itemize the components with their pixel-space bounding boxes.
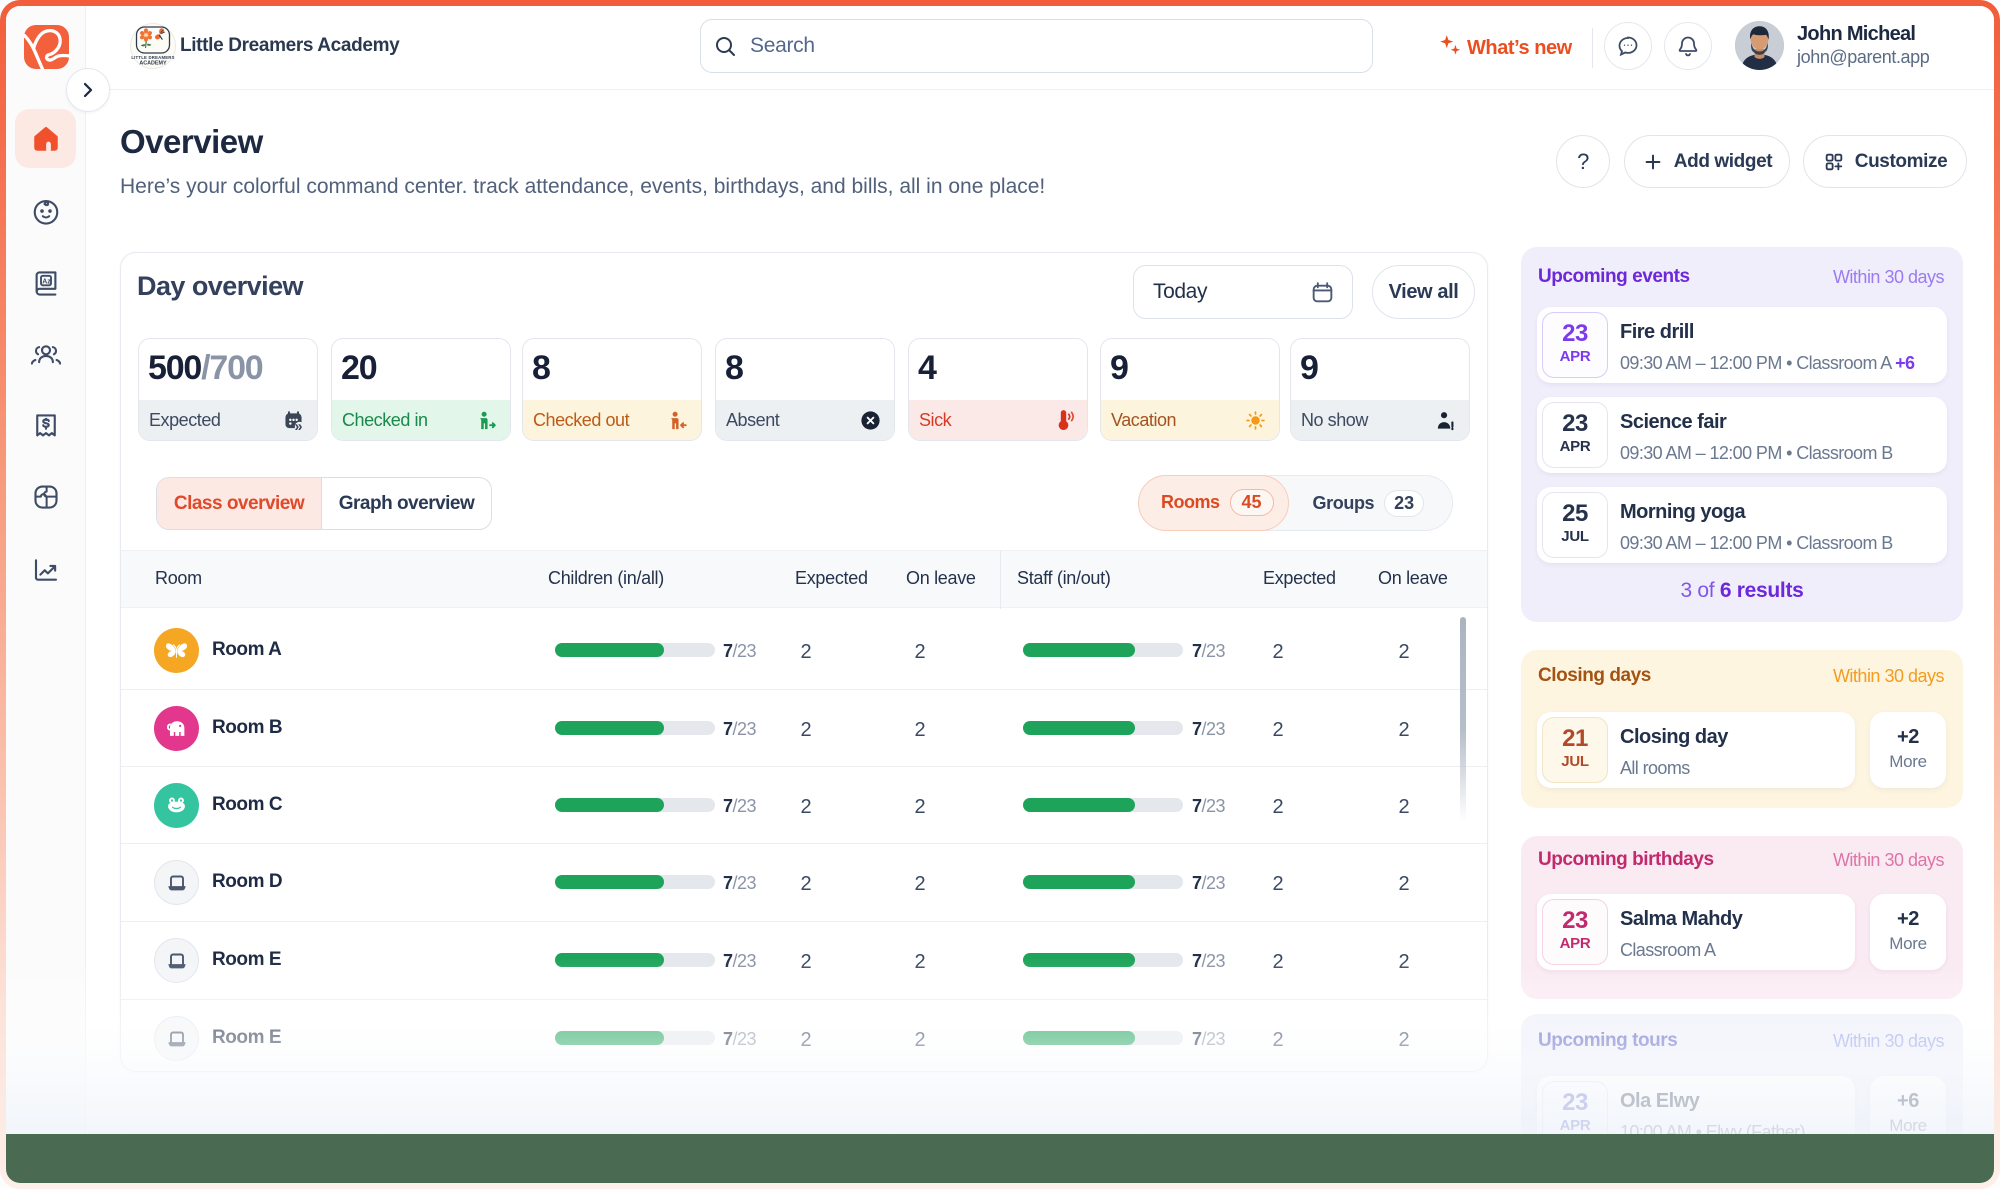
- svg-text:LITTLE DREAMERS: LITTLE DREAMERS: [131, 55, 174, 60]
- svg-text:»: »: [294, 419, 302, 432]
- svg-text:Az: Az: [42, 279, 51, 286]
- svg-text:ACADEMY: ACADEMY: [139, 61, 167, 67]
